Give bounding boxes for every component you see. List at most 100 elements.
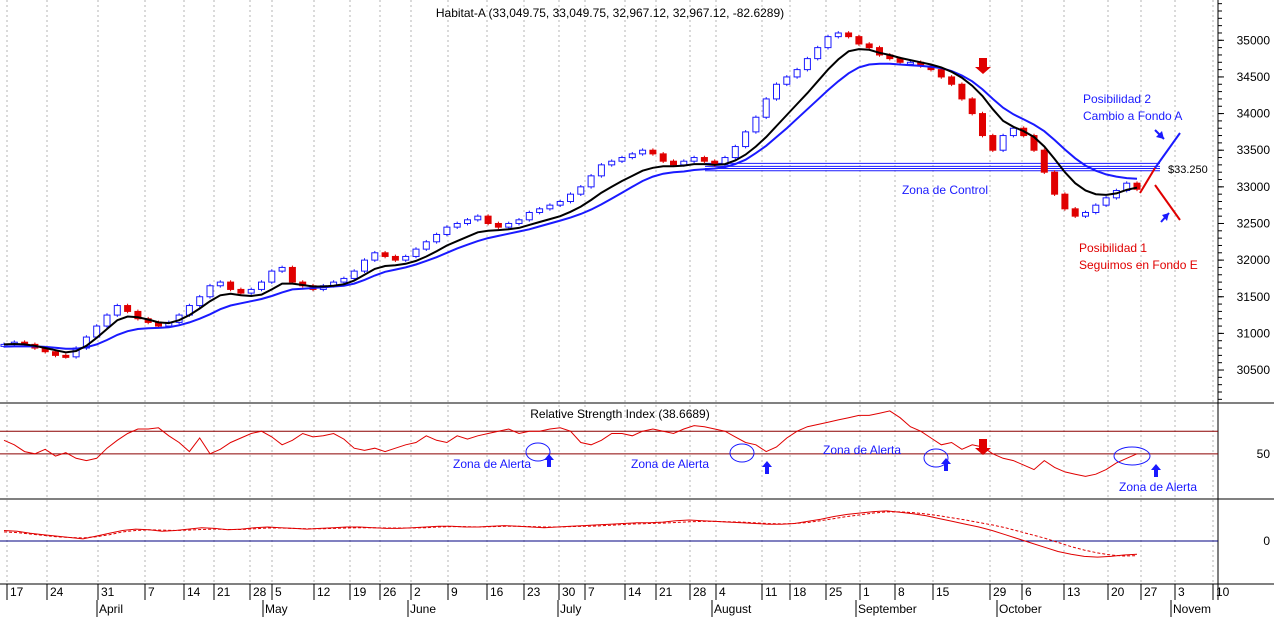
candle-body [525, 211, 533, 221]
candle-body [278, 266, 286, 272]
blue-up-arrow [544, 454, 554, 467]
x-tick-label: 24 [50, 585, 64, 599]
candle-body [402, 255, 410, 261]
rsi-title: Relative Strength Index (38.6689) [530, 407, 709, 421]
panel-borders [0, 0, 1274, 600]
x-tick-label: 1 [863, 585, 870, 599]
candle-body [505, 222, 513, 228]
x-tick-label: 10 [1216, 585, 1230, 599]
candle-body [361, 259, 368, 272]
candle-body [752, 116, 760, 133]
candle-body [391, 255, 399, 261]
candle-body [639, 149, 647, 155]
candle-body [690, 157, 698, 162]
candle-body [453, 222, 461, 228]
candle-body [1071, 208, 1079, 217]
candle-body [227, 281, 235, 290]
candle-body [700, 157, 708, 162]
candle-body [536, 208, 544, 213]
x-tick-label: 18 [793, 585, 807, 599]
candle-body [587, 175, 595, 188]
candle-body [258, 281, 265, 290]
candle-body [247, 288, 255, 294]
candle-body [134, 310, 142, 320]
month-label: July [560, 602, 581, 616]
candle-body [731, 146, 739, 159]
y-tick-label: 31000 [1237, 326, 1271, 340]
candle-body [1102, 197, 1110, 206]
projection-connector [1139, 167, 1156, 194]
x-tick-label: 9 [451, 585, 458, 599]
x-tick-label: 12 [317, 585, 331, 599]
x-axis: 17 24 31 7 14 21 28 5 12 19 26 2 9 16 23 30 7 14 21 28 4 11 18… [6, 584, 1230, 617]
red-down-arrow [975, 439, 991, 455]
x-tick-label: 15 [936, 585, 950, 599]
x-tick-label: 21 [659, 585, 673, 599]
y-tick-label: 31500 [1237, 290, 1271, 304]
candle-body [834, 32, 842, 38]
macd-panel [0, 510, 1218, 558]
x-tick-label: 28 [693, 585, 707, 599]
candle-body [803, 58, 811, 71]
candle-body [577, 186, 585, 195]
candle-body [618, 157, 626, 162]
macd-tick-label: 0 [1263, 534, 1270, 548]
candle-body [546, 204, 554, 210]
control-zone-label: Zona de Control [902, 183, 988, 197]
candle-body [958, 83, 966, 100]
alert-zone-label-1: Zona de Alerta [453, 457, 531, 471]
blue-up-arrow [762, 461, 772, 474]
candle-body [783, 76, 791, 85]
projection-up-line [1154, 132, 1181, 169]
month-label: September [858, 602, 917, 616]
candle-body [52, 351, 59, 356]
x-tick-label: 7 [588, 585, 595, 599]
x-tick-label: 26 [383, 585, 397, 599]
possibility-1-line1: Posibilidad 1 [1079, 241, 1147, 255]
x-tick-label: 6 [1025, 585, 1032, 599]
x-tick-label: 14 [628, 585, 642, 599]
candle-body [464, 219, 471, 224]
y-tick-label: 35000 [1237, 33, 1271, 47]
x-tick-label: 8 [898, 585, 905, 599]
alert-ellipse [729, 443, 755, 463]
candle-body [968, 98, 976, 115]
y-tick-label: 34000 [1237, 107, 1271, 121]
candle-body [1092, 204, 1100, 213]
candle-body [937, 69, 945, 78]
month-label: May [265, 602, 288, 616]
control-zone-lines [705, 162, 1160, 172]
candle-body [845, 32, 853, 38]
blue-up-arrow [941, 458, 951, 471]
blue-pointer-head [1162, 213, 1169, 221]
candle-body [237, 288, 245, 294]
candle-body [556, 201, 564, 206]
price-candles [0, 31, 1141, 359]
candle-body [412, 248, 420, 257]
annotations [544, 58, 1181, 477]
alert-zone-label-4: Zona de Alerta [1119, 480, 1197, 494]
candle-body [196, 296, 204, 307]
candle-body [1082, 211, 1089, 217]
x-tick-label: 29 [993, 585, 1007, 599]
candle-body [865, 43, 873, 49]
candle-body [670, 160, 677, 166]
x-tick-label: 30 [562, 585, 576, 599]
candle-body [494, 222, 502, 228]
vertical-gridlines [6, 0, 1214, 584]
candle-body [474, 215, 482, 221]
candle-body [113, 305, 121, 316]
candle-body [515, 219, 523, 224]
candle-body [1133, 182, 1141, 190]
x-tick-label: 16 [490, 585, 504, 599]
chart-title: Habitat-A (33,049.75, 33,049.75, 32,967.… [436, 6, 784, 20]
candle-body [268, 270, 276, 283]
candle-body [773, 83, 780, 100]
alert-ellipse [525, 442, 551, 462]
y-tick-label: 30500 [1237, 363, 1271, 377]
candle-body [948, 76, 956, 85]
alert-zone-label-3: Zona de Alerta [823, 443, 901, 457]
y-tick-label: 33000 [1237, 180, 1271, 194]
candle-body [62, 354, 70, 358]
